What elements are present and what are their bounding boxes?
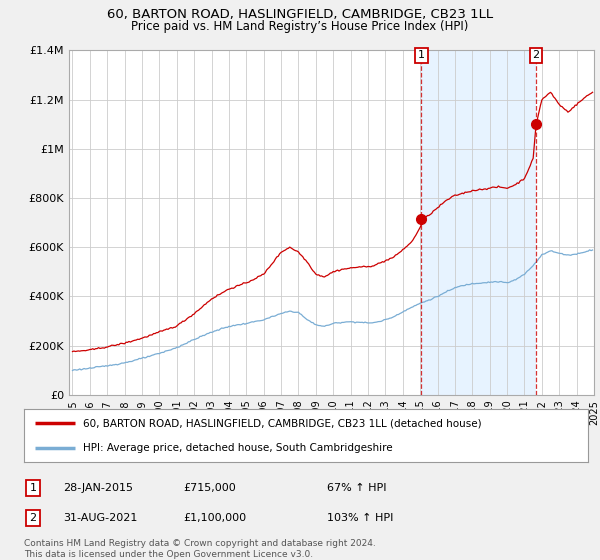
Text: 1: 1 [29, 483, 37, 493]
Text: 28-JAN-2015: 28-JAN-2015 [63, 483, 133, 493]
Text: 67% ↑ HPI: 67% ↑ HPI [327, 483, 386, 493]
Text: 2: 2 [533, 50, 539, 60]
Text: 31-AUG-2021: 31-AUG-2021 [63, 513, 137, 523]
Bar [421, 50, 536, 395]
Text: Contains HM Land Registry data © Crown copyright and database right 2024.
This d: Contains HM Land Registry data © Crown c… [24, 539, 376, 559]
Text: 103% ↑ HPI: 103% ↑ HPI [327, 513, 394, 523]
Text: 2: 2 [29, 513, 37, 523]
Text: 60, BARTON ROAD, HASLINGFIELD, CAMBRIDGE, CB23 1LL: 60, BARTON ROAD, HASLINGFIELD, CAMBRIDGE… [107, 8, 493, 21]
Text: HPI: Average price, detached house, South Cambridgeshire: HPI: Average price, detached house, Sout… [83, 442, 393, 452]
Text: Price paid vs. HM Land Registry’s House Price Index (HPI): Price paid vs. HM Land Registry’s House … [131, 20, 469, 33]
Text: £715,000: £715,000 [183, 483, 236, 493]
Text: £1,100,000: £1,100,000 [183, 513, 246, 523]
Text: 1: 1 [418, 50, 425, 60]
Text: 60, BARTON ROAD, HASLINGFIELD, CAMBRIDGE, CB23 1LL (detached house): 60, BARTON ROAD, HASLINGFIELD, CAMBRIDGE… [83, 418, 482, 428]
